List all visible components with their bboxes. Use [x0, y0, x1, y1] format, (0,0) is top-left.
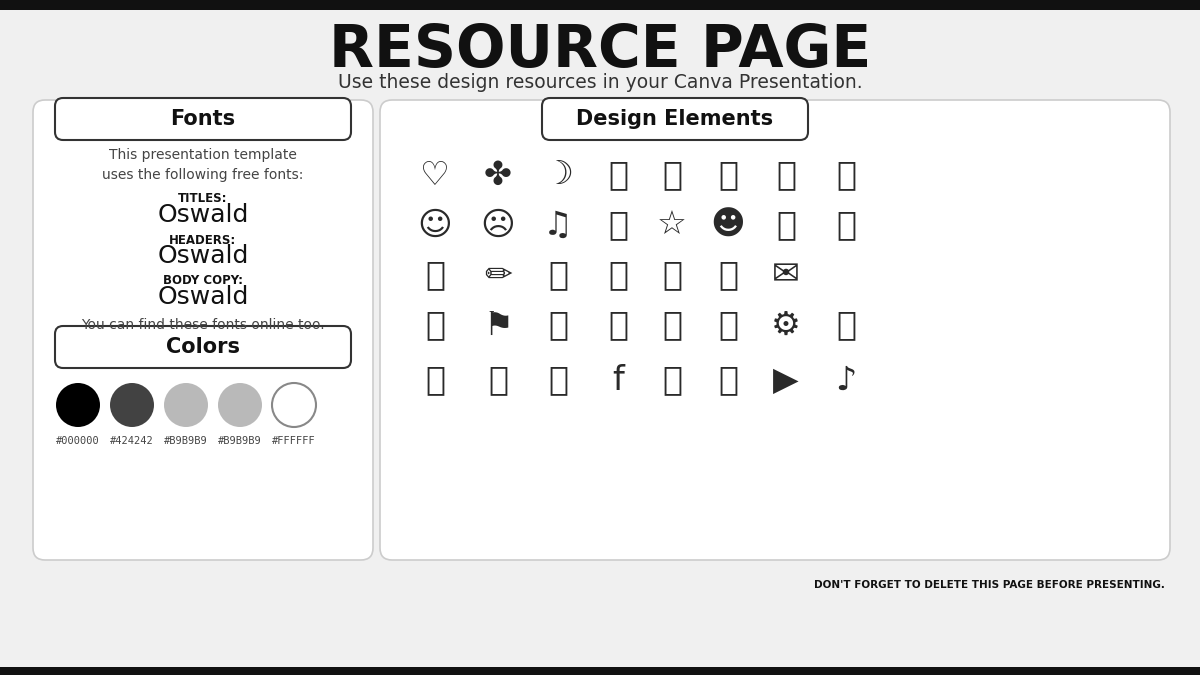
Text: 🌐: 🌐 [836, 308, 856, 342]
Text: 🏠: 🏠 [662, 259, 682, 292]
FancyBboxPatch shape [542, 98, 808, 140]
Circle shape [218, 383, 262, 427]
Circle shape [56, 383, 100, 427]
Text: 🚀: 🚀 [608, 209, 628, 242]
FancyBboxPatch shape [55, 98, 352, 140]
Text: 💡: 💡 [776, 159, 796, 192]
Text: ☺: ☺ [418, 209, 452, 242]
Text: ♪: ♪ [835, 364, 857, 396]
Circle shape [164, 383, 208, 427]
Text: 🐦: 🐦 [718, 364, 738, 396]
Text: ♫: ♫ [544, 209, 572, 242]
Text: You can find these fonts online too.: You can find these fonts online too. [82, 318, 325, 332]
Text: 📍: 📍 [488, 364, 508, 396]
FancyBboxPatch shape [380, 100, 1170, 560]
Text: ☹: ☹ [481, 209, 515, 242]
Text: Oswald: Oswald [157, 203, 248, 227]
Text: ♡: ♡ [420, 159, 450, 192]
Circle shape [110, 383, 154, 427]
Text: DON'T FORGET TO DELETE THIS PAGE BEFORE PRESENTING.: DON'T FORGET TO DELETE THIS PAGE BEFORE … [814, 580, 1165, 590]
Text: ☆: ☆ [658, 209, 686, 242]
Text: This presentation template
uses the following free fonts:: This presentation template uses the foll… [102, 148, 304, 182]
Text: #B9B9B9: #B9B9B9 [164, 436, 208, 446]
Text: ⏱: ⏱ [662, 159, 682, 192]
Text: 🔗: 🔗 [548, 364, 568, 396]
Text: 🗺: 🗺 [718, 308, 738, 342]
Text: HEADERS:: HEADERS: [169, 234, 236, 246]
Text: ▶: ▶ [773, 364, 799, 396]
Text: 👍: 👍 [425, 308, 445, 342]
Text: ⛅: ⛅ [608, 159, 628, 192]
Text: RESOURCE PAGE: RESOURCE PAGE [329, 22, 871, 78]
Text: ☻: ☻ [710, 209, 745, 242]
Text: #B9B9B9: #B9B9B9 [218, 436, 262, 446]
Text: ⚙: ⚙ [772, 308, 800, 342]
Text: Oswald: Oswald [157, 285, 248, 309]
Text: Oswald: Oswald [157, 244, 248, 268]
Text: 📖: 📖 [662, 308, 682, 342]
Text: 💬: 💬 [425, 259, 445, 292]
Text: TITLES:: TITLES: [179, 192, 228, 205]
Text: Design Elements: Design Elements [576, 109, 774, 129]
Text: 📄: 📄 [608, 308, 628, 342]
Text: ☽: ☽ [544, 159, 572, 192]
Circle shape [272, 383, 316, 427]
Text: #FFFFFF: #FFFFFF [272, 436, 316, 446]
Text: 📣: 📣 [718, 159, 738, 192]
Text: #424242: #424242 [110, 436, 154, 446]
Text: Fonts: Fonts [170, 109, 235, 129]
Text: 🏆: 🏆 [548, 308, 568, 342]
Text: ⚑: ⚑ [484, 308, 512, 342]
Text: ⬜: ⬜ [662, 364, 682, 396]
FancyBboxPatch shape [0, 0, 1200, 10]
Text: ✉: ✉ [772, 259, 800, 292]
Text: 🔔: 🔔 [836, 159, 856, 192]
Text: Colors: Colors [166, 337, 240, 357]
Text: 🔒: 🔒 [718, 259, 738, 292]
Text: 🔎: 🔎 [548, 259, 568, 292]
Text: ✤: ✤ [484, 159, 512, 192]
Text: #000000: #000000 [56, 436, 100, 446]
FancyBboxPatch shape [55, 326, 352, 368]
Text: Use these design resources in your Canva Presentation.: Use these design resources in your Canva… [337, 74, 863, 92]
Text: 🎁: 🎁 [776, 209, 796, 242]
Text: BODY COPY:: BODY COPY: [163, 275, 242, 288]
Text: ✏: ✏ [484, 259, 512, 292]
Text: f: f [612, 364, 624, 396]
Text: 📱: 📱 [425, 364, 445, 396]
Text: 📌: 📌 [608, 259, 628, 292]
FancyBboxPatch shape [34, 100, 373, 560]
FancyBboxPatch shape [0, 667, 1200, 675]
Text: 👁: 👁 [836, 209, 856, 242]
